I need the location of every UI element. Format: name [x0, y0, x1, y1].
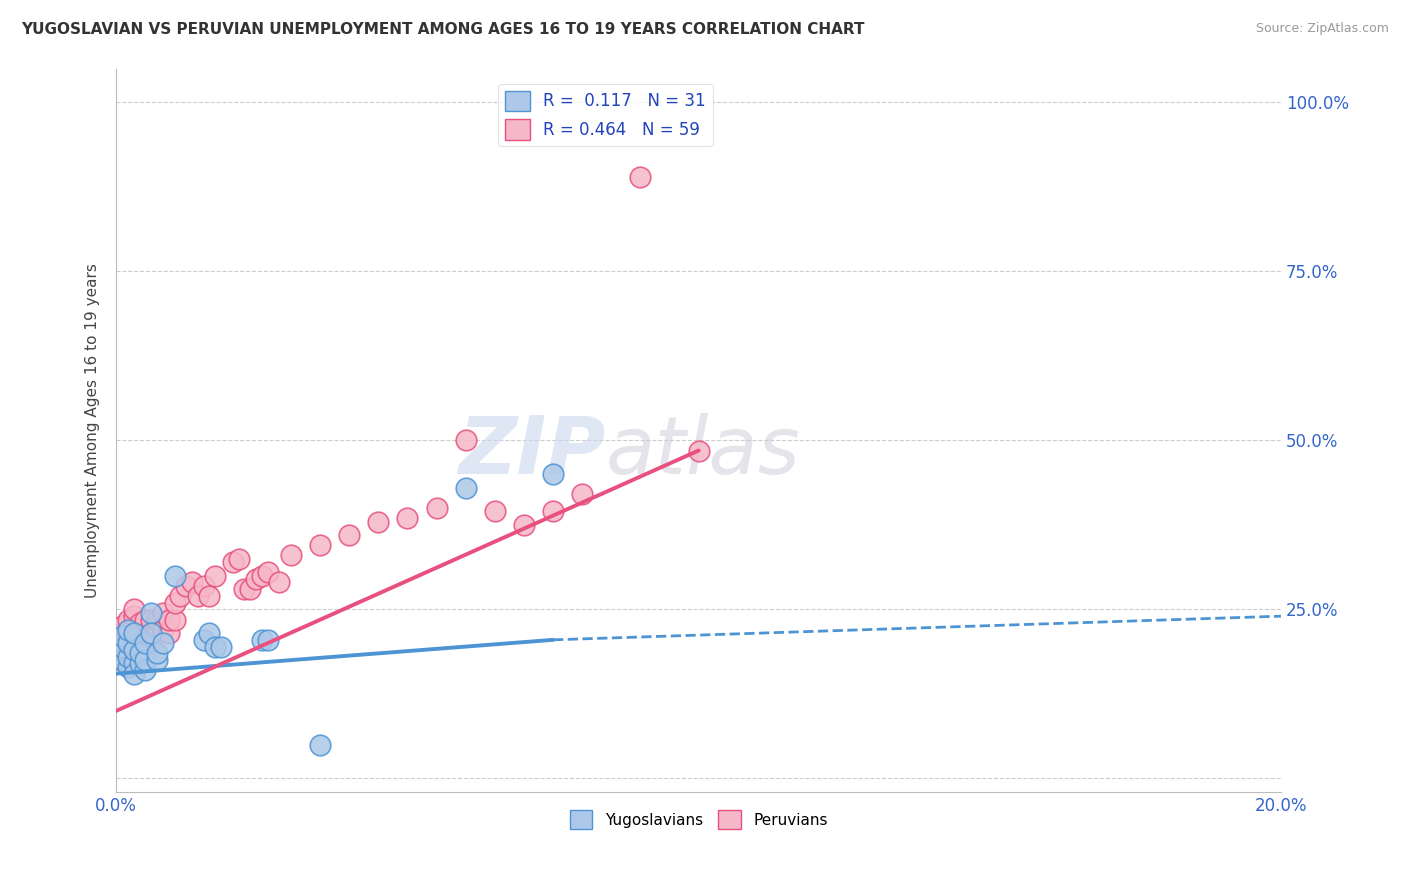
Point: [198, 626, 221, 640]
Point: [122, 643, 145, 657]
Point: [367, 515, 389, 529]
Point: [122, 636, 145, 650]
Point: [117, 643, 139, 657]
Point: [228, 551, 250, 566]
Point: [111, 636, 134, 650]
Point: [111, 643, 134, 657]
Point: [111, 653, 134, 667]
Point: [174, 579, 197, 593]
Point: [134, 613, 156, 627]
Point: [204, 640, 226, 654]
Text: Source: ZipAtlas.com: Source: ZipAtlas.com: [1256, 22, 1389, 36]
Point: [122, 666, 145, 681]
Point: [134, 626, 156, 640]
Text: YUGOSLAVIAN VS PERUVIAN UNEMPLOYMENT AMONG AGES 16 TO 19 YEARS CORRELATION CHART: YUGOSLAVIAN VS PERUVIAN UNEMPLOYMENT AMO…: [21, 22, 865, 37]
Point: [269, 575, 291, 590]
Point: [122, 657, 145, 671]
Point: [146, 646, 169, 660]
Point: [134, 643, 156, 657]
Point: [181, 575, 204, 590]
Point: [141, 626, 163, 640]
Point: [396, 511, 419, 525]
Point: [163, 613, 186, 627]
Point: [111, 653, 134, 667]
Y-axis label: Unemployment Among Ages 16 to 19 years: Unemployment Among Ages 16 to 19 years: [86, 263, 100, 598]
Point: [141, 613, 163, 627]
Point: [209, 640, 232, 654]
Point: [454, 481, 477, 495]
Point: [187, 589, 209, 603]
Point: [337, 528, 360, 542]
Point: [157, 613, 180, 627]
Point: [122, 609, 145, 624]
Point: [122, 626, 145, 640]
Point: [256, 566, 278, 580]
Point: [146, 623, 169, 637]
Point: [309, 538, 332, 552]
Point: [309, 738, 332, 752]
Point: [117, 623, 139, 637]
Point: [122, 602, 145, 616]
Point: [152, 636, 174, 650]
Point: [128, 643, 150, 657]
Point: [141, 626, 163, 640]
Point: [628, 169, 651, 184]
Point: [128, 630, 150, 644]
Point: [122, 619, 145, 633]
Point: [513, 517, 536, 532]
Point: [204, 568, 226, 582]
Point: [128, 646, 150, 660]
Point: [111, 630, 134, 644]
Point: [141, 606, 163, 620]
Point: [134, 653, 156, 667]
Point: [688, 443, 710, 458]
Point: [454, 434, 477, 448]
Point: [128, 615, 150, 630]
Point: [571, 487, 593, 501]
Point: [239, 582, 262, 596]
Point: [111, 619, 134, 633]
Text: ZIP: ZIP: [458, 413, 606, 491]
Point: [117, 636, 139, 650]
Point: [233, 582, 256, 596]
Point: [134, 636, 156, 650]
Point: [250, 568, 273, 582]
Point: [122, 626, 145, 640]
Point: [222, 555, 245, 569]
Point: [484, 504, 506, 518]
Point: [425, 500, 447, 515]
Point: [117, 623, 139, 637]
Point: [117, 613, 139, 627]
Point: [146, 653, 169, 667]
Point: [193, 579, 215, 593]
Point: [146, 613, 169, 627]
Point: [250, 632, 273, 647]
Legend: Yugoslavians, Peruvians: Yugoslavians, Peruvians: [564, 804, 834, 835]
Point: [117, 660, 139, 674]
Point: [280, 549, 302, 563]
Text: atlas: atlas: [606, 413, 800, 491]
Point: [541, 467, 564, 482]
Point: [152, 606, 174, 620]
Point: [117, 649, 139, 664]
Point: [169, 589, 191, 603]
Point: [163, 568, 186, 582]
Point: [245, 572, 267, 586]
Point: [157, 626, 180, 640]
Point: [198, 589, 221, 603]
Point: [111, 626, 134, 640]
Point: [111, 640, 134, 654]
Point: [256, 632, 278, 647]
Point: [141, 636, 163, 650]
Point: [193, 632, 215, 647]
Point: [134, 663, 156, 677]
Point: [128, 657, 150, 671]
Point: [163, 596, 186, 610]
Point: [152, 623, 174, 637]
Point: [117, 632, 139, 647]
Point: [541, 504, 564, 518]
